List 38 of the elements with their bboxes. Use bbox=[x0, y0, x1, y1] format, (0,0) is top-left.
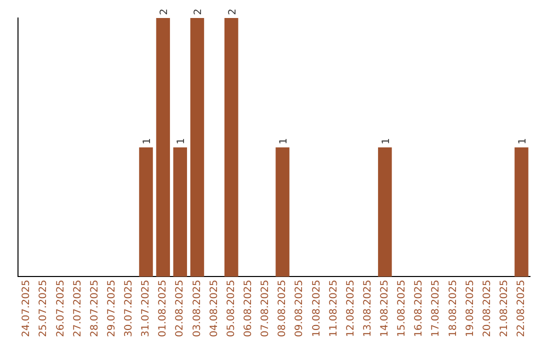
x-tick-label: 25.07.2025 bbox=[38, 280, 50, 338]
x-tick-label: 22.08.2025 bbox=[516, 280, 528, 338]
x-tick-label: 28.07.2025 bbox=[89, 280, 100, 338]
data-label: 2 bbox=[227, 8, 238, 15]
x-tick-label: 07.08.2025 bbox=[260, 280, 272, 338]
x-tick-label: 05.08.2025 bbox=[226, 280, 237, 338]
data-label: 1 bbox=[176, 138, 188, 144]
x-tick-label: 09.08.2025 bbox=[294, 280, 306, 338]
data-label: 1 bbox=[142, 138, 153, 144]
x-tick-label: 29.07.2025 bbox=[106, 280, 118, 338]
x-tick-label: 13.08.2025 bbox=[362, 280, 374, 338]
x-tick-label: 15.08.2025 bbox=[396, 280, 408, 338]
x-tick-label: 12.08.2025 bbox=[345, 280, 356, 338]
x-tick-label: 11.08.2025 bbox=[328, 280, 340, 338]
x-tick-label: 17.08.2025 bbox=[430, 280, 442, 338]
x-tick-label: 26.07.2025 bbox=[55, 280, 66, 338]
data-label: 2 bbox=[159, 8, 170, 15]
x-tick-label: 19.08.2025 bbox=[464, 280, 476, 338]
x-tick-label: 10.08.2025 bbox=[311, 280, 322, 338]
x-tick-label: 01.08.2025 bbox=[158, 280, 169, 338]
x-tick-label: 03.08.2025 bbox=[192, 280, 203, 338]
x-tick-label: 08.08.2025 bbox=[277, 280, 288, 338]
x-tick-label: 21.08.2025 bbox=[498, 280, 510, 338]
x-tick-label: 06.08.2025 bbox=[242, 280, 254, 338]
x-tick-label: 02.08.2025 bbox=[174, 280, 186, 338]
x-tick-label: 14.08.2025 bbox=[380, 280, 391, 338]
x-tick-label: 04.08.2025 bbox=[208, 280, 220, 338]
x-tick-label: 16.08.2025 bbox=[414, 280, 425, 338]
x-tick-label: 18.08.2025 bbox=[448, 280, 459, 338]
data-label: 1 bbox=[517, 138, 528, 144]
x-tick-label: 20.08.2025 bbox=[482, 280, 493, 338]
x-tick-label: 31.07.2025 bbox=[140, 280, 152, 338]
x-tick-label: 24.07.2025 bbox=[21, 280, 32, 338]
data-label: 2 bbox=[193, 8, 204, 15]
data-label: 1 bbox=[380, 138, 392, 144]
x-tick-label: 30.07.2025 bbox=[124, 280, 135, 338]
data-label: 1 bbox=[278, 138, 290, 144]
x-tick-label: 27.07.2025 bbox=[72, 280, 84, 338]
